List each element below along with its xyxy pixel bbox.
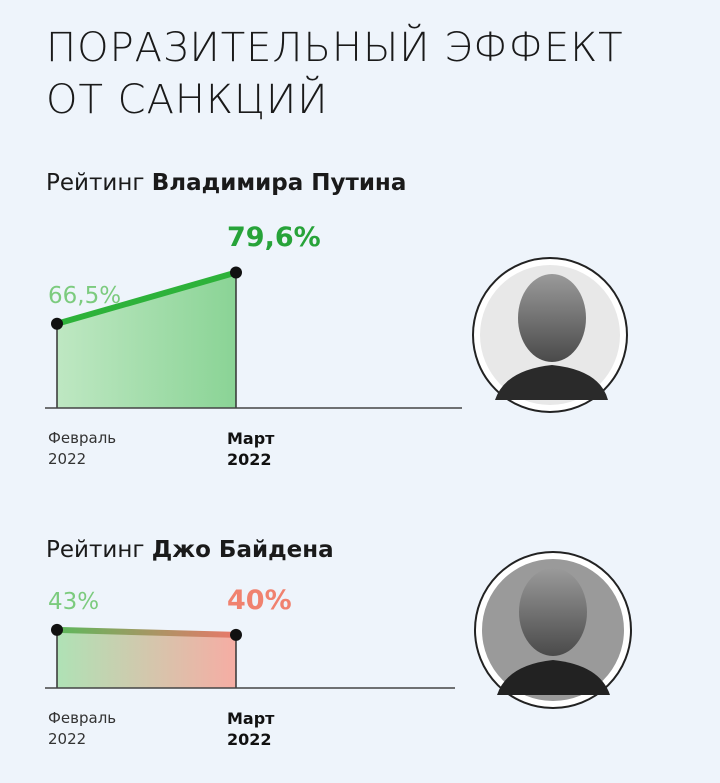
area xyxy=(57,629,236,688)
title-text: Рейтинг xyxy=(46,537,145,563)
x-tick-label: Февраль 2022 xyxy=(48,709,117,748)
page-title: ПОРАЗИТЕЛЬНЫЙ ЭФФЕКТ ОТ САНКЦИЙ xyxy=(46,22,624,126)
chart-title: Рейтинг Владимира Путина xyxy=(46,168,406,198)
value-label: 40% xyxy=(227,584,292,616)
value-label: 66,5% xyxy=(48,282,122,309)
line xyxy=(56,269,237,327)
area xyxy=(57,272,236,408)
point xyxy=(51,623,63,636)
value-label: 79,6% xyxy=(227,222,321,254)
x-tick-label: Февраль 2022 xyxy=(48,429,117,468)
title-text: Рейтинг xyxy=(46,170,145,196)
value-label: 43% xyxy=(48,588,100,615)
point xyxy=(230,266,242,279)
chart-title: Рейтинг Джо Байдена xyxy=(46,535,334,565)
title-line: ОТ САНКЦИЙ xyxy=(46,77,329,123)
point xyxy=(51,317,63,330)
x-tick-label: Март 2022 xyxy=(227,709,275,749)
title-bold: Владимира Путина xyxy=(151,170,407,196)
title-bold: Джо Байдена xyxy=(151,537,334,563)
x-tick-label: Март 2022 xyxy=(227,429,275,469)
point xyxy=(230,628,242,641)
photo xyxy=(472,257,628,413)
photo xyxy=(474,551,632,709)
line xyxy=(56,626,237,638)
title-line: ПОРАЗИТЕЛЬНЫЙ ЭФФЕКТ xyxy=(46,25,624,71)
